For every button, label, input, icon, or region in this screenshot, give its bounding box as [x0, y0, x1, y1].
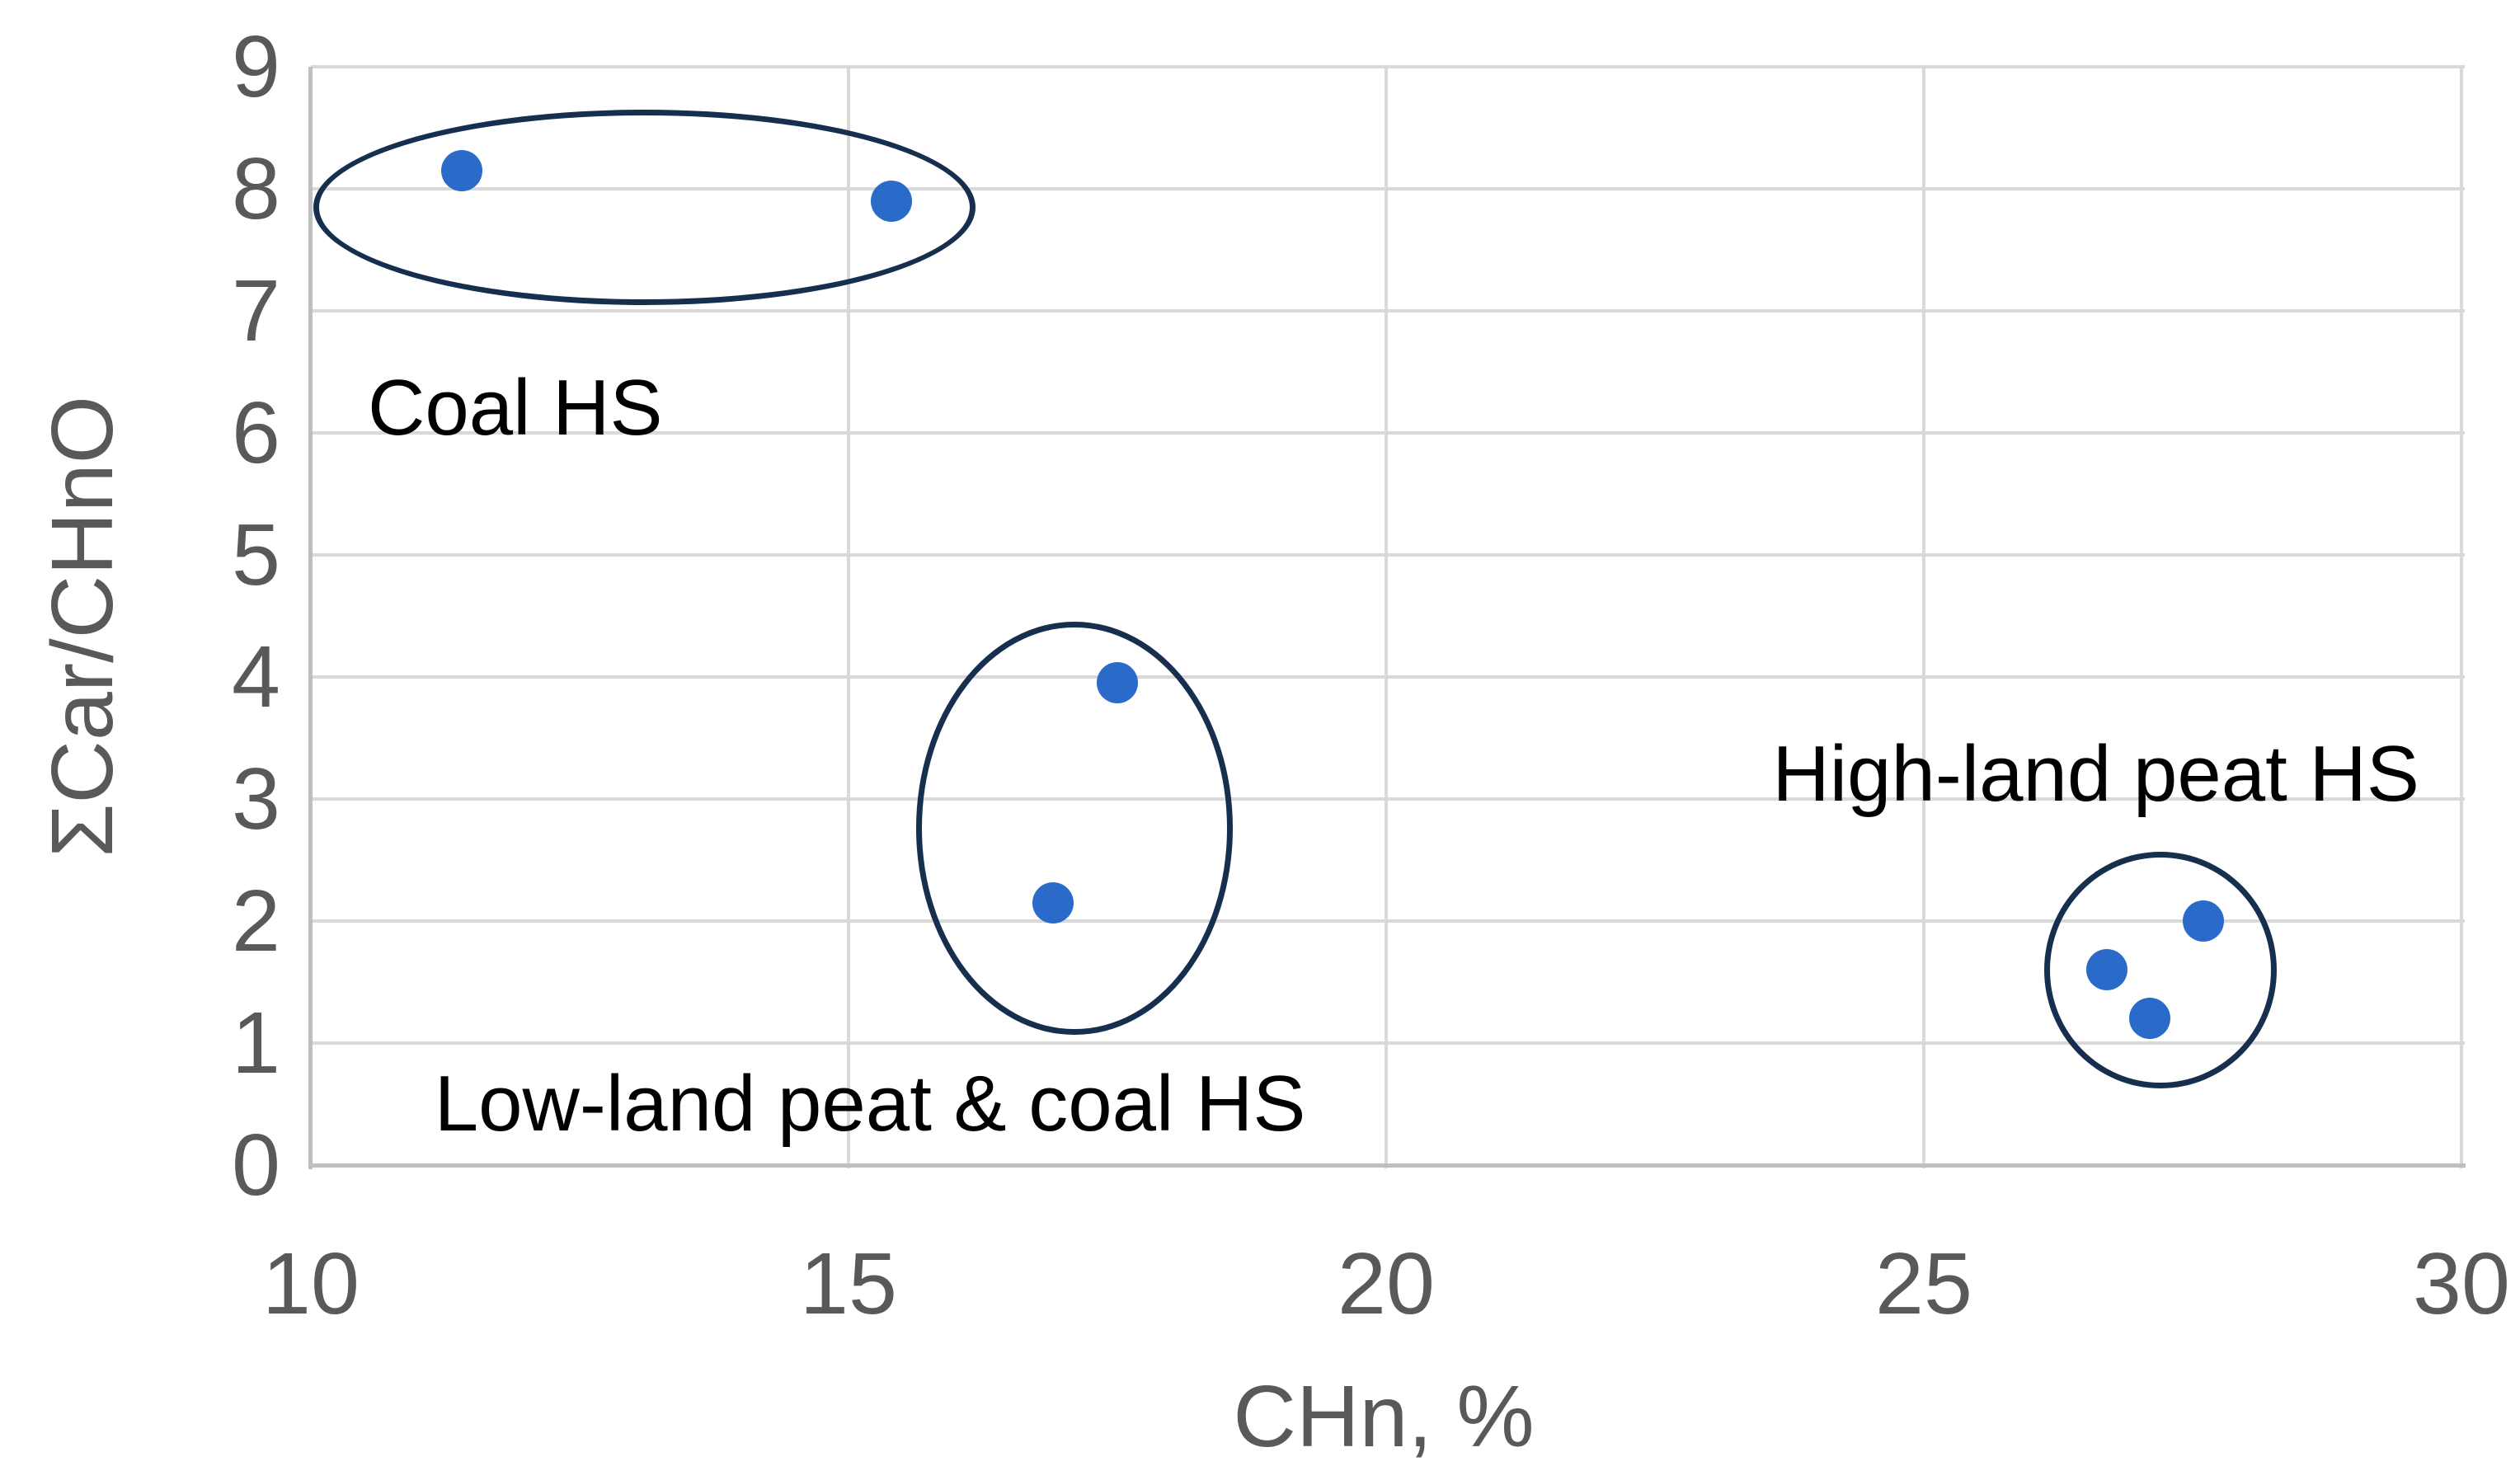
- gridline-y-4: [311, 675, 2465, 679]
- group-ellipse-high-land-peat-hs: [2044, 851, 2277, 1088]
- gridline-y-2: [311, 919, 2465, 923]
- data-point-5: [2085, 949, 2127, 991]
- x-tick-label-10: 10: [262, 1235, 360, 1332]
- group-label-high-land-peat-hs: High-land peat HS: [1772, 730, 2419, 819]
- gridline-y-1: [311, 1041, 2465, 1045]
- y-axis-line: [308, 67, 313, 1169]
- data-point-6: [2128, 998, 2170, 1040]
- y-tick-label-4: 4: [232, 628, 280, 726]
- y-axis-title: ΣCar/CHnO: [34, 395, 131, 858]
- y-tick-label-8: 8: [232, 140, 280, 237]
- gridline-x-30: [2460, 67, 2463, 1168]
- y-tick-label-1: 1: [232, 994, 280, 1092]
- y-tick-label-5: 5: [232, 506, 280, 604]
- gridline-y-7: [311, 309, 2465, 313]
- x-axis-line: [308, 1163, 2466, 1168]
- data-point-7: [2183, 900, 2225, 942]
- gridline-x-25: [1922, 67, 1925, 1168]
- y-tick-label-3: 3: [232, 750, 280, 848]
- x-tick-label-30: 30: [2413, 1235, 2510, 1332]
- group-ellipse-coal-hs: [313, 109, 976, 305]
- y-tick-label-7: 7: [232, 262, 280, 360]
- gridline-y-9: [311, 65, 2465, 68]
- group-ellipse-low-land-peat-coal-hs: [916, 622, 1233, 1035]
- y-tick-label-9: 9: [232, 18, 280, 115]
- data-point-2: [871, 180, 913, 222]
- group-label-low-land-peat-coal-hs: Low-land peat & coal HS: [434, 1060, 1306, 1148]
- y-tick-label-6: 6: [232, 384, 280, 482]
- data-point-1: [440, 149, 482, 191]
- y-tick-label-2: 2: [232, 872, 280, 970]
- gridline-y-3: [311, 797, 2465, 801]
- gridline-x-15: [847, 67, 850, 1168]
- gridline-y-5: [311, 553, 2465, 557]
- x-tick-label-15: 15: [800, 1235, 897, 1332]
- gridline-x-20: [1385, 67, 1388, 1168]
- data-point-3: [1097, 662, 1138, 704]
- x-tick-label-20: 20: [1338, 1235, 1435, 1332]
- data-point-4: [1032, 881, 1074, 923]
- y-tick-label-0: 0: [232, 1116, 280, 1214]
- x-tick-label-25: 25: [1875, 1235, 1972, 1332]
- gridline-y-8: [311, 187, 2465, 190]
- group-label-coal-hs: Coal HS: [368, 364, 663, 453]
- x-axis-title: CHn, %: [1233, 1368, 1535, 1465]
- gridline-y-6: [311, 431, 2465, 435]
